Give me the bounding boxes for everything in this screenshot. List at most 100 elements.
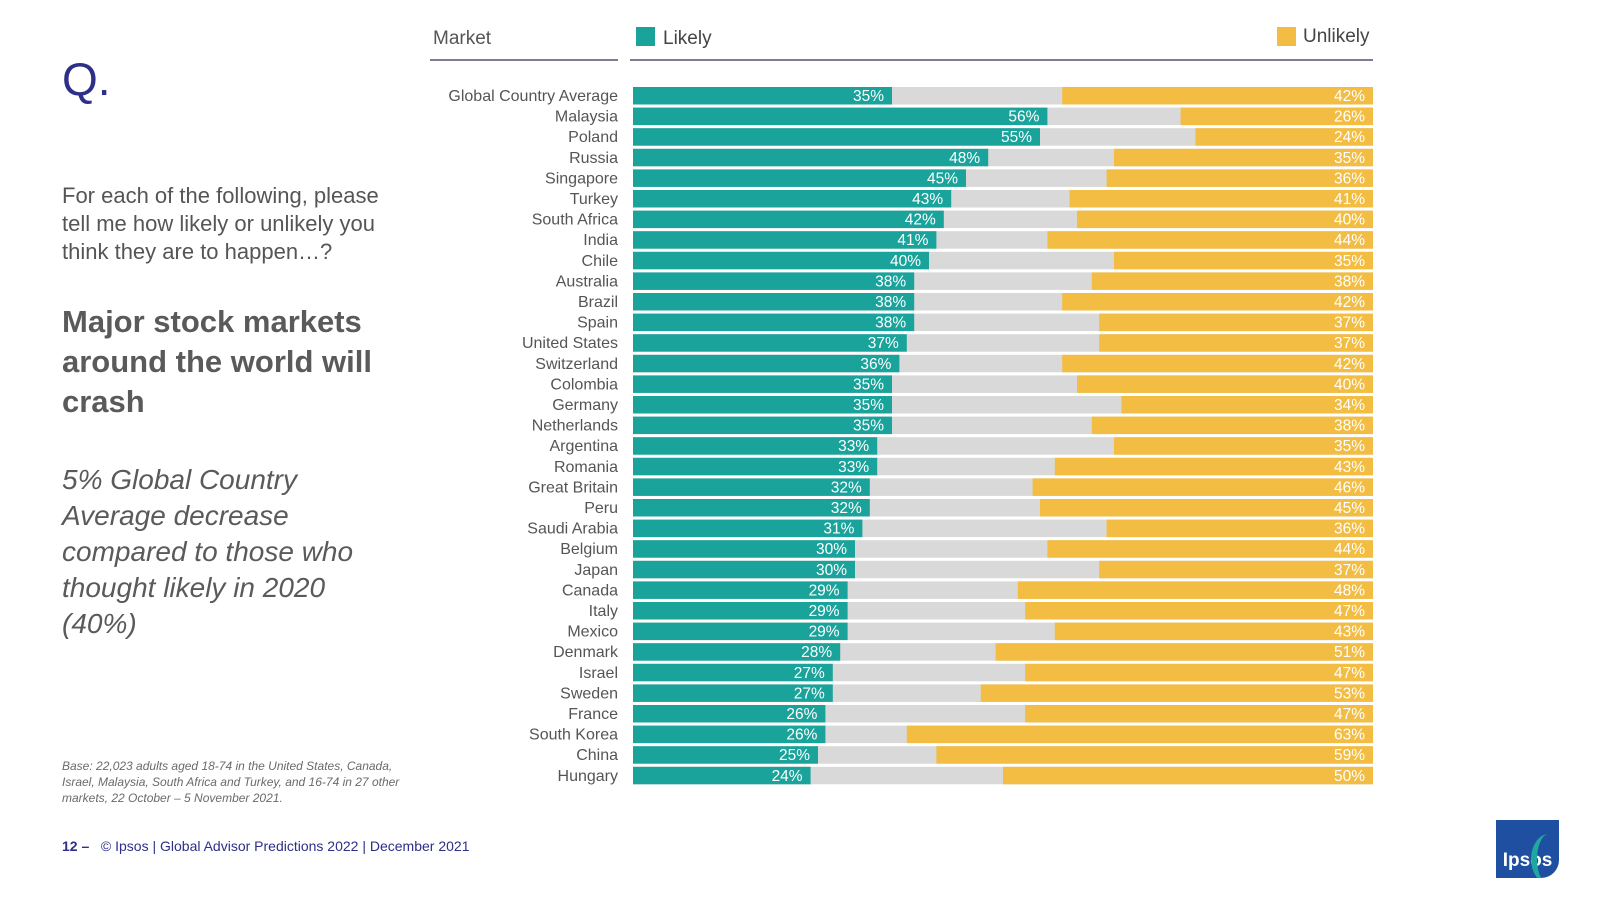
bar-unlikely: [1091, 416, 1373, 435]
data-label-unlikely: 43%: [1334, 624, 1365, 641]
ipsos-logo: Ipsos: [1496, 820, 1559, 878]
category-label: Colombia: [550, 376, 618, 393]
bar-likely: [633, 684, 833, 702]
bar-unlikely: [906, 725, 1373, 744]
bar-likely: [633, 293, 915, 311]
data-label-unlikely: 43%: [1334, 459, 1365, 476]
data-label-unlikely: 36%: [1334, 521, 1365, 538]
bar-likely: [633, 643, 841, 661]
data-label-unlikely: 40%: [1334, 376, 1365, 393]
market-header: Market: [433, 28, 492, 49]
category-label: Singapore: [545, 170, 618, 187]
category-label: Turkey: [570, 191, 618, 208]
data-label-likely: 35%: [853, 88, 884, 105]
headline: Major stock markets around the world wil…: [62, 304, 372, 419]
category-label: Spain: [577, 315, 618, 332]
data-label-unlikely: 44%: [1334, 232, 1365, 249]
category-label: Peru: [584, 500, 618, 517]
data-label-unlikely: 51%: [1334, 644, 1365, 661]
bar-unlikely: [1099, 313, 1373, 332]
category-label: Russia: [569, 150, 618, 167]
data-label-likely: 56%: [1008, 109, 1039, 126]
data-label-unlikely: 44%: [1334, 541, 1365, 558]
data-label-likely: 31%: [823, 521, 854, 538]
data-label-likely: 55%: [1001, 129, 1032, 146]
bar-unlikely: [980, 684, 1373, 702]
bar-unlikely: [1047, 540, 1373, 558]
category-label: Poland: [568, 129, 618, 146]
data-label-unlikely: 26%: [1334, 109, 1365, 126]
bar-likely: [633, 334, 907, 352]
bar-likely: [633, 148, 989, 167]
data-label-unlikely: 42%: [1334, 356, 1365, 373]
category-label: South Africa: [532, 212, 618, 229]
bar-unlikely: [1099, 334, 1373, 352]
category-label: Chile: [582, 253, 619, 270]
data-label-likely: 35%: [853, 376, 884, 393]
legend-label-unlikely: Unlikely: [1303, 26, 1370, 47]
data-label-unlikely: 35%: [1334, 150, 1365, 167]
data-label-likely: 48%: [949, 150, 980, 167]
footer: 12 – © Ipsos | Global Advisor Prediction…: [62, 838, 469, 854]
data-label-unlikely: 40%: [1334, 212, 1365, 229]
legend-swatch-unlikely: [1277, 27, 1296, 46]
category-label: Denmark: [553, 644, 619, 661]
data-label-likely: 32%: [831, 479, 862, 496]
category-label: Japan: [574, 562, 618, 579]
data-label-likely: 38%: [875, 294, 906, 311]
data-label-unlikely: 34%: [1334, 397, 1365, 414]
category-label: Hungary: [558, 768, 618, 785]
bar-unlikely: [1114, 251, 1373, 270]
bar-unlikely: [1114, 437, 1373, 455]
bar-unlikely: [1091, 272, 1373, 290]
data-label-unlikely: 35%: [1334, 253, 1365, 270]
data-label-unlikely: 38%: [1334, 418, 1365, 435]
data-label-likely: 29%: [809, 603, 840, 620]
data-label-likely: 30%: [816, 541, 847, 558]
data-label-unlikely: 36%: [1334, 170, 1365, 187]
bar-likely: [633, 87, 892, 105]
bar-likely: [633, 705, 826, 723]
bar-likely: [633, 581, 848, 599]
bar-unlikely: [1040, 499, 1373, 517]
data-label-unlikely: 45%: [1334, 500, 1365, 517]
bar-unlikely: [1032, 478, 1373, 496]
data-label-likely: 41%: [897, 232, 928, 249]
data-label-unlikely: 37%: [1334, 315, 1365, 332]
category-label: Belgium: [560, 541, 618, 558]
bar-unlikely: [1180, 107, 1373, 126]
bar-unlikely: [1025, 705, 1373, 723]
data-label-unlikely: 53%: [1334, 685, 1365, 702]
bar-unlikely: [1025, 602, 1373, 620]
data-label-unlikely: 50%: [1334, 768, 1365, 785]
bar-likely: [633, 169, 966, 187]
bar-unlikely: [1195, 128, 1373, 146]
bar-unlikely: [1062, 293, 1373, 311]
category-label: Sweden: [560, 685, 618, 702]
category-label: United States: [522, 335, 618, 352]
data-label-unlikely: 47%: [1334, 603, 1365, 620]
bar-unlikely: [1062, 87, 1373, 105]
data-label-likely: 28%: [801, 644, 832, 661]
data-label-likely: 32%: [831, 500, 862, 517]
category-label: Global Country Average: [448, 88, 618, 105]
bar-likely: [633, 766, 811, 785]
data-label-unlikely: 48%: [1334, 582, 1365, 599]
bar-likely: [633, 519, 863, 538]
bar-likely: [633, 663, 833, 682]
category-label: Canada: [562, 582, 618, 599]
data-label-unlikely: 35%: [1334, 438, 1365, 455]
data-label-likely: 26%: [786, 706, 817, 723]
bar-unlikely: [1062, 354, 1373, 373]
data-label-likely: 36%: [860, 356, 891, 373]
bar-likely: [633, 746, 818, 764]
category-label: Argentina: [550, 438, 619, 455]
data-label-likely: 43%: [912, 191, 943, 208]
bar-likely: [633, 251, 929, 270]
data-label-likely: 30%: [816, 562, 847, 579]
data-label-unlikely: 42%: [1334, 88, 1365, 105]
category-label: Italy: [589, 603, 618, 620]
data-label-unlikely: 46%: [1334, 479, 1365, 496]
bar-likely: [633, 416, 892, 435]
bar-unlikely: [1054, 622, 1373, 641]
